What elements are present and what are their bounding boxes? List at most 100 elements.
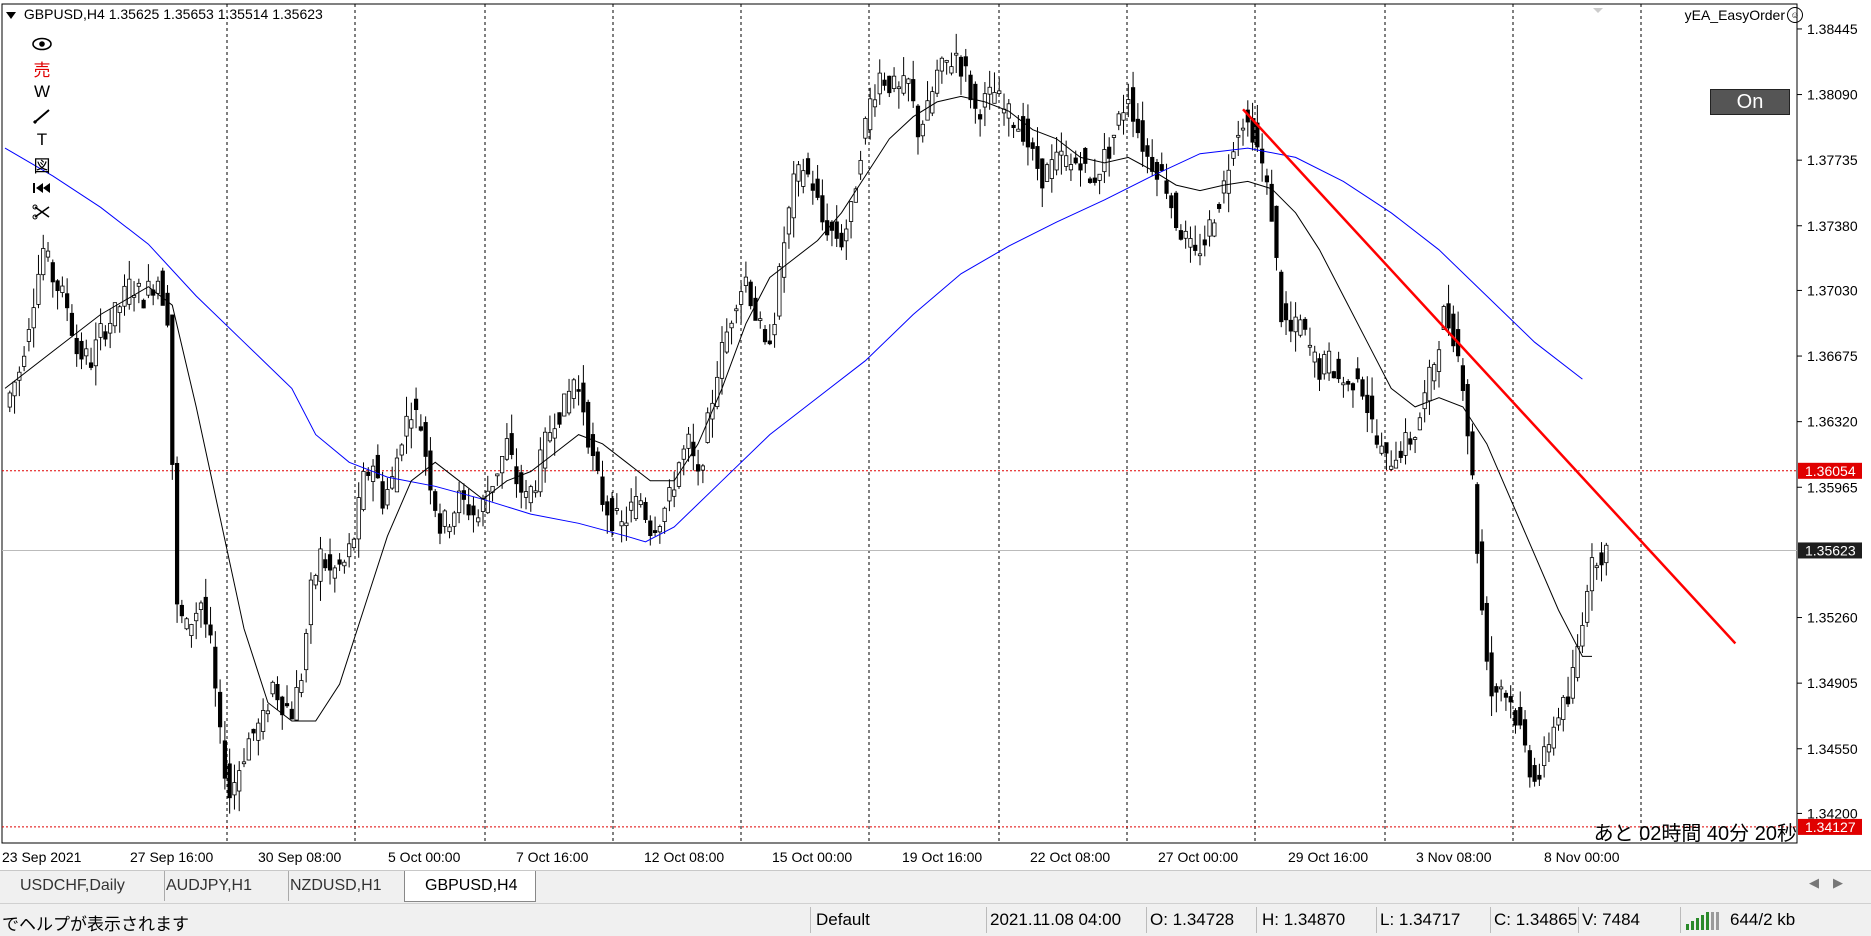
x-tick-label: 3 Nov 08:00 [1416,849,1492,865]
tab-nzdusd-h1[interactable]: NZDUSD,H1 [270,871,423,901]
candle-body [1083,147,1088,164]
eye-icon[interactable] [30,32,54,56]
ea-on-button[interactable]: On [1710,89,1790,115]
candle-body [261,710,266,732]
candle-body [337,559,342,565]
candle-body [88,362,94,368]
candle-body [1236,134,1241,138]
candle-body [160,270,165,306]
candle-body [590,434,596,457]
rewind-icon[interactable] [30,176,54,200]
status-traffic: 644/2 kb [1730,910,1796,929]
y-tick-label: 1.35260 [1807,610,1858,626]
w-icon[interactable]: W [33,82,51,101]
candle-body [1154,162,1160,180]
candle-body [839,232,844,248]
candle-body [1317,358,1322,380]
candle-body [1255,122,1260,148]
candle-body [1379,445,1384,454]
y-tick-label: 1.34905 [1807,675,1858,691]
candle-body [203,596,208,625]
candle-body [523,491,529,498]
candle-body [978,114,983,120]
candle-body [686,433,691,449]
candle-body [22,355,27,367]
chart-menu-triangle-icon[interactable] [6,11,16,19]
x-tick-label: 5 Oct 00:00 [388,849,461,865]
candle-body [667,487,672,502]
candle-body [997,90,1002,94]
scissors-icon[interactable] [30,200,54,224]
tab-gbpusd-h4[interactable]: GBPUSD,H4 [404,871,536,902]
candle-body [1283,303,1289,321]
candle-body [1513,710,1518,726]
candle-body [963,56,968,67]
candle-body [1446,303,1451,329]
candle-body [194,612,199,622]
candle-body [586,401,591,448]
candle-body [1274,205,1279,258]
candle-body [289,708,294,720]
status-open: O: 1.34728 [1150,910,1235,929]
candle-body [476,517,481,523]
candle-body [844,228,849,242]
candle-body [385,489,390,506]
text-icon[interactable]: T [36,130,48,149]
candle-body [136,282,141,287]
candle-body [533,490,538,494]
candle-body [217,691,223,728]
candle-body [127,278,132,305]
candle-body [284,703,290,707]
chart-area[interactable]: 23 Sep 2021 27 Sep 16:00 30 Sep 08:00 5 Oct… [0,0,1871,870]
candle-body [65,293,70,309]
candle-body [1193,244,1198,251]
sell-icon[interactable]: 売 [33,60,51,80]
candle-body [246,738,251,761]
candle-body [815,178,820,198]
x-tick-label: 30 Sep 08:00 [258,849,342,865]
candle-body [786,207,792,235]
candle-body [762,329,768,343]
candle-body [1532,765,1537,782]
candle-body [208,624,213,636]
candle-body [1575,645,1580,678]
candle-body [1240,127,1246,131]
candle-body [1087,178,1093,183]
candle-body [1546,744,1552,753]
candle-body [1470,431,1475,476]
candle-body [313,575,318,586]
ea-name-label: yEA_EasyOrder [1684,7,1785,23]
candle-body [1140,120,1145,152]
candle-body [294,686,299,721]
candle-body [887,75,892,94]
candle-body [251,728,256,734]
candle-body [1059,150,1064,156]
candle-body [466,504,471,516]
tab-usdchf-daily[interactable]: USDCHF,Daily [0,871,165,901]
candle-body [605,501,610,516]
candle-body [1594,565,1599,569]
candle-body [1212,222,1217,237]
candle-body [1331,371,1336,379]
candle-body [1049,159,1054,179]
candle-body [409,419,414,429]
tab-scroll-arrows-icon[interactable]: ◀▶ [1809,875,1857,890]
candle-body [394,457,400,493]
candle-body [1264,175,1270,183]
candle-body [390,476,395,489]
pen-icon[interactable] [30,104,54,128]
price-chart[interactable]: 23 Sep 2021 27 Sep 16:00 30 Sep 08:00 5 Oct… [0,0,1871,870]
candle-body [729,322,734,329]
shape-icon[interactable]: 図 [33,156,51,176]
candle-body [1441,306,1446,330]
candle-body [954,52,959,56]
status-volume: V: 7484 [1582,910,1640,929]
tab-audjpy-h1[interactable]: AUDJPY,H1 [146,871,289,901]
candle-body [992,92,997,104]
candle-body [103,331,108,340]
candle-body [265,710,271,715]
candle-body [1159,164,1164,171]
candle-body [557,412,562,425]
y-tick-label: 1.35965 [1807,479,1858,495]
candle-body [772,324,777,336]
